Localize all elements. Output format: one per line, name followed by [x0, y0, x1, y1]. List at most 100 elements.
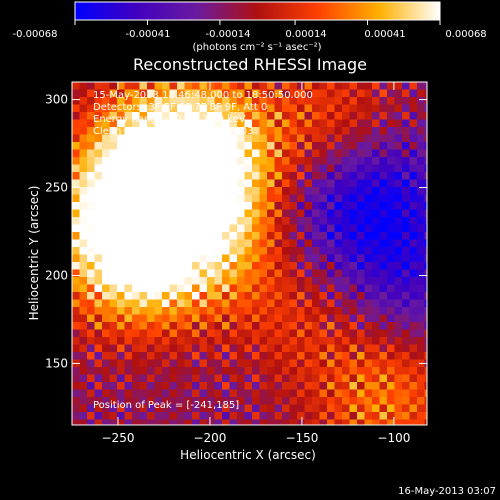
- heatmap-cell: [252, 412, 260, 420]
- heatmap-cell: [349, 157, 358, 165]
- heatmap-cell: [364, 382, 373, 390]
- colorbar-tick-label: 0.00014: [285, 29, 326, 40]
- heatmap-cell: [334, 269, 343, 278]
- heatmap-cell: [319, 247, 328, 255]
- heatmap-cell: [124, 269, 133, 278]
- heatmap-cell: [222, 419, 230, 425]
- heatmap-cell: [87, 359, 95, 368]
- heatmap-cell: [267, 209, 275, 218]
- heatmap-cell: [139, 367, 148, 375]
- heatmap-cell: [139, 412, 148, 420]
- heatmap-cell: [259, 262, 268, 270]
- heatmap-cell: [364, 284, 373, 293]
- heatmap-cell: [229, 352, 238, 360]
- heatmap-cell: [252, 224, 260, 233]
- heatmap-cell: [417, 352, 425, 360]
- heatmap-cell: [252, 262, 260, 270]
- x-tick-label: −200: [193, 431, 226, 445]
- heatmap-cell: [402, 187, 410, 195]
- heatmap-cell: [357, 232, 365, 240]
- heatmap-cell: [274, 262, 283, 270]
- heatmap-cell: [394, 344, 403, 353]
- heatmap-cell: [267, 314, 275, 323]
- heatmap-cell: [342, 202, 350, 210]
- heatmap-cell: [267, 292, 275, 300]
- heatmap-cell: [402, 344, 410, 353]
- heatmap-cell: [237, 337, 245, 345]
- heatmap-cell: [364, 82, 373, 90]
- heatmap-cell: [349, 269, 358, 278]
- heatmap-cell: [117, 292, 125, 300]
- heatmap-cell: [147, 299, 155, 308]
- heatmap-cell: [402, 209, 410, 218]
- heatmap-cell: [424, 277, 427, 285]
- y-tick-label: 250: [45, 181, 68, 195]
- heatmap-cell: [207, 389, 215, 398]
- heatmap-cell: [364, 397, 373, 405]
- heatmap-cell: [154, 224, 163, 233]
- heatmap-cell: [109, 217, 118, 225]
- heatmap-cell: [244, 172, 253, 180]
- heatmap-cell: [79, 112, 88, 120]
- heatmap-cell: [154, 134, 163, 143]
- heatmap-cell: [124, 82, 133, 90]
- heatmap-cell: [394, 292, 403, 300]
- heatmap-cell: [207, 119, 215, 128]
- heatmap-cell: [319, 344, 328, 353]
- heatmap-cell: [424, 344, 427, 353]
- heatmap-cell: [132, 112, 140, 120]
- annotation-detectors: Detectors: 3F 5F 6F 7F 8F 9F, Att 0: [93, 102, 267, 113]
- heatmap-cell: [424, 187, 427, 195]
- heatmap-cell: [327, 344, 335, 353]
- chart-title: Reconstructed RHESSI Image: [133, 55, 367, 74]
- heatmap-cell: [387, 157, 395, 165]
- heatmap-cell: [417, 314, 425, 323]
- heatmap-cell: [199, 292, 208, 300]
- heatmap-cell: [124, 89, 133, 98]
- heatmap-cell: [244, 359, 253, 368]
- heatmap-cell: [229, 202, 238, 210]
- heatmap-cell: [229, 134, 238, 143]
- heatmap-cell: [117, 269, 125, 278]
- heatmap-cell: [79, 299, 88, 308]
- heatmap-cell: [132, 344, 140, 353]
- heatmap-cell: [244, 412, 253, 420]
- heatmap-cell: [79, 179, 88, 188]
- heatmap-cell: [417, 209, 425, 218]
- heatmap-cell: [304, 367, 313, 375]
- heatmap-cell: [79, 127, 88, 135]
- heatmap-cell: [229, 262, 238, 270]
- heatmap-cell: [259, 412, 268, 420]
- heatmap-cell: [349, 352, 358, 360]
- heatmap-cell: [214, 277, 223, 285]
- heatmap-cell: [297, 112, 305, 120]
- heatmap-cell: [117, 187, 125, 195]
- heatmap-cell: [327, 127, 335, 135]
- heatmap-cell: [312, 397, 320, 405]
- heatmap-cell: [169, 149, 178, 158]
- heatmap-cell: [402, 239, 410, 248]
- heatmap-cell: [274, 179, 283, 188]
- heatmap-cell: [387, 127, 395, 135]
- heatmap-cell: [87, 374, 95, 383]
- heatmap-cell: [312, 262, 320, 270]
- heatmap-cell: [312, 352, 320, 360]
- heatmap-cell: [109, 337, 118, 345]
- heatmap-cell: [379, 329, 388, 338]
- heatmap-cell: [417, 164, 425, 173]
- heatmap-cell: [162, 292, 170, 300]
- heatmap-cell: [132, 247, 140, 255]
- heatmap-cell: [327, 329, 335, 338]
- heatmap-cell: [327, 284, 335, 293]
- heatmap-cell: [267, 82, 275, 90]
- heatmap-cell: [184, 322, 193, 330]
- heatmap-cell: [154, 202, 163, 210]
- heatmap-cell: [297, 134, 305, 143]
- heatmap-cell: [319, 419, 328, 425]
- heatmap-cell: [379, 412, 388, 420]
- heatmap-cell: [207, 172, 215, 180]
- heatmap-cell: [222, 157, 230, 165]
- heatmap-cell: [274, 127, 283, 135]
- heatmap-cell: [132, 187, 140, 195]
- heatmap-cell: [214, 172, 223, 180]
